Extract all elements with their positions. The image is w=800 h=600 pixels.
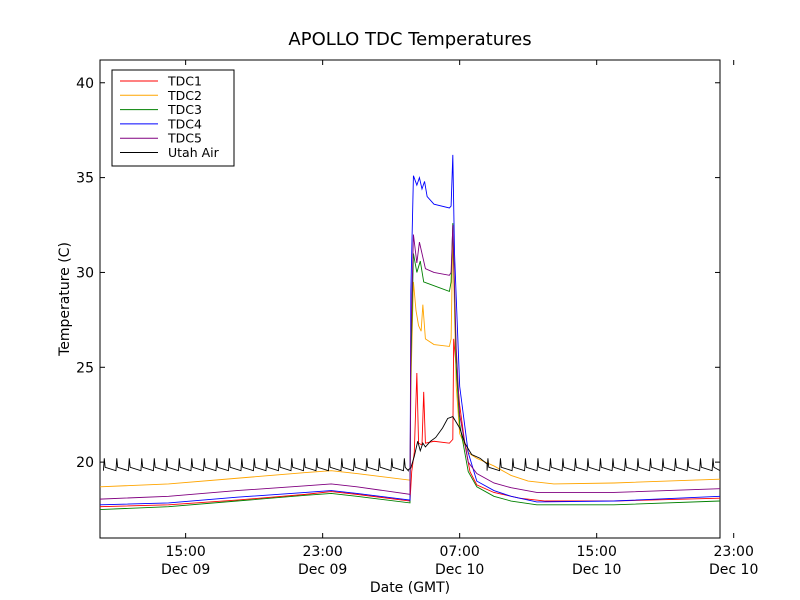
legend-label: TDC1 — [167, 74, 202, 89]
legend-label: Utah Air — [168, 145, 220, 160]
x-tick-label-date: Dec 10 — [572, 562, 621, 578]
plot-area-frame — [99, 59, 721, 539]
x-tick-label-time: 23:00 — [302, 544, 342, 560]
x-tick-label-date: Dec 10 — [709, 562, 758, 578]
x-tick-label-time: 15:00 — [577, 544, 617, 560]
x-axis-label: Date (GMT) — [370, 580, 450, 596]
legend-label: TDC3 — [167, 102, 202, 117]
legend-box — [111, 69, 235, 167]
y-axis-ticks: 20 25 30 35 40 — [76, 76, 720, 471]
series-line-tdc3 — [100, 223, 720, 510]
series-line-utah-air — [102, 416, 720, 472]
y-axis-label: Temperature (C) — [57, 242, 73, 357]
legend-label: TDC5 — [167, 131, 202, 146]
x-axis-ticks: 15:00 Dec 09 23:00 Dec 09 07:00 Dec 10 15:00 De… — [161, 60, 758, 578]
chart-title: APOLLO TDC Temperatures — [288, 29, 531, 50]
y-tick-label: 40 — [76, 76, 94, 92]
y-tick-label: 20 — [76, 455, 94, 471]
x-tick-label-time: 23:00 — [714, 544, 754, 560]
series-line-tdc2 — [100, 234, 720, 488]
series-layer — [100, 154, 720, 510]
series-line-tdc5 — [100, 225, 720, 500]
legend-label: TDC4 — [167, 116, 202, 131]
series-line-tdc4 — [100, 154, 720, 506]
y-tick-label: 25 — [76, 360, 94, 376]
y-tick-label: 35 — [76, 171, 94, 187]
x-tick-label-date: Dec 09 — [161, 562, 210, 578]
legend-label: TDC2 — [167, 88, 202, 103]
x-tick-label-date: Dec 09 — [298, 562, 347, 578]
y-tick-label: 30 — [76, 265, 94, 281]
x-tick-label-date: Dec 10 — [435, 562, 484, 578]
x-tick-label-time: 07:00 — [439, 544, 479, 560]
x-tick-label-time: 15:00 — [165, 544, 205, 560]
